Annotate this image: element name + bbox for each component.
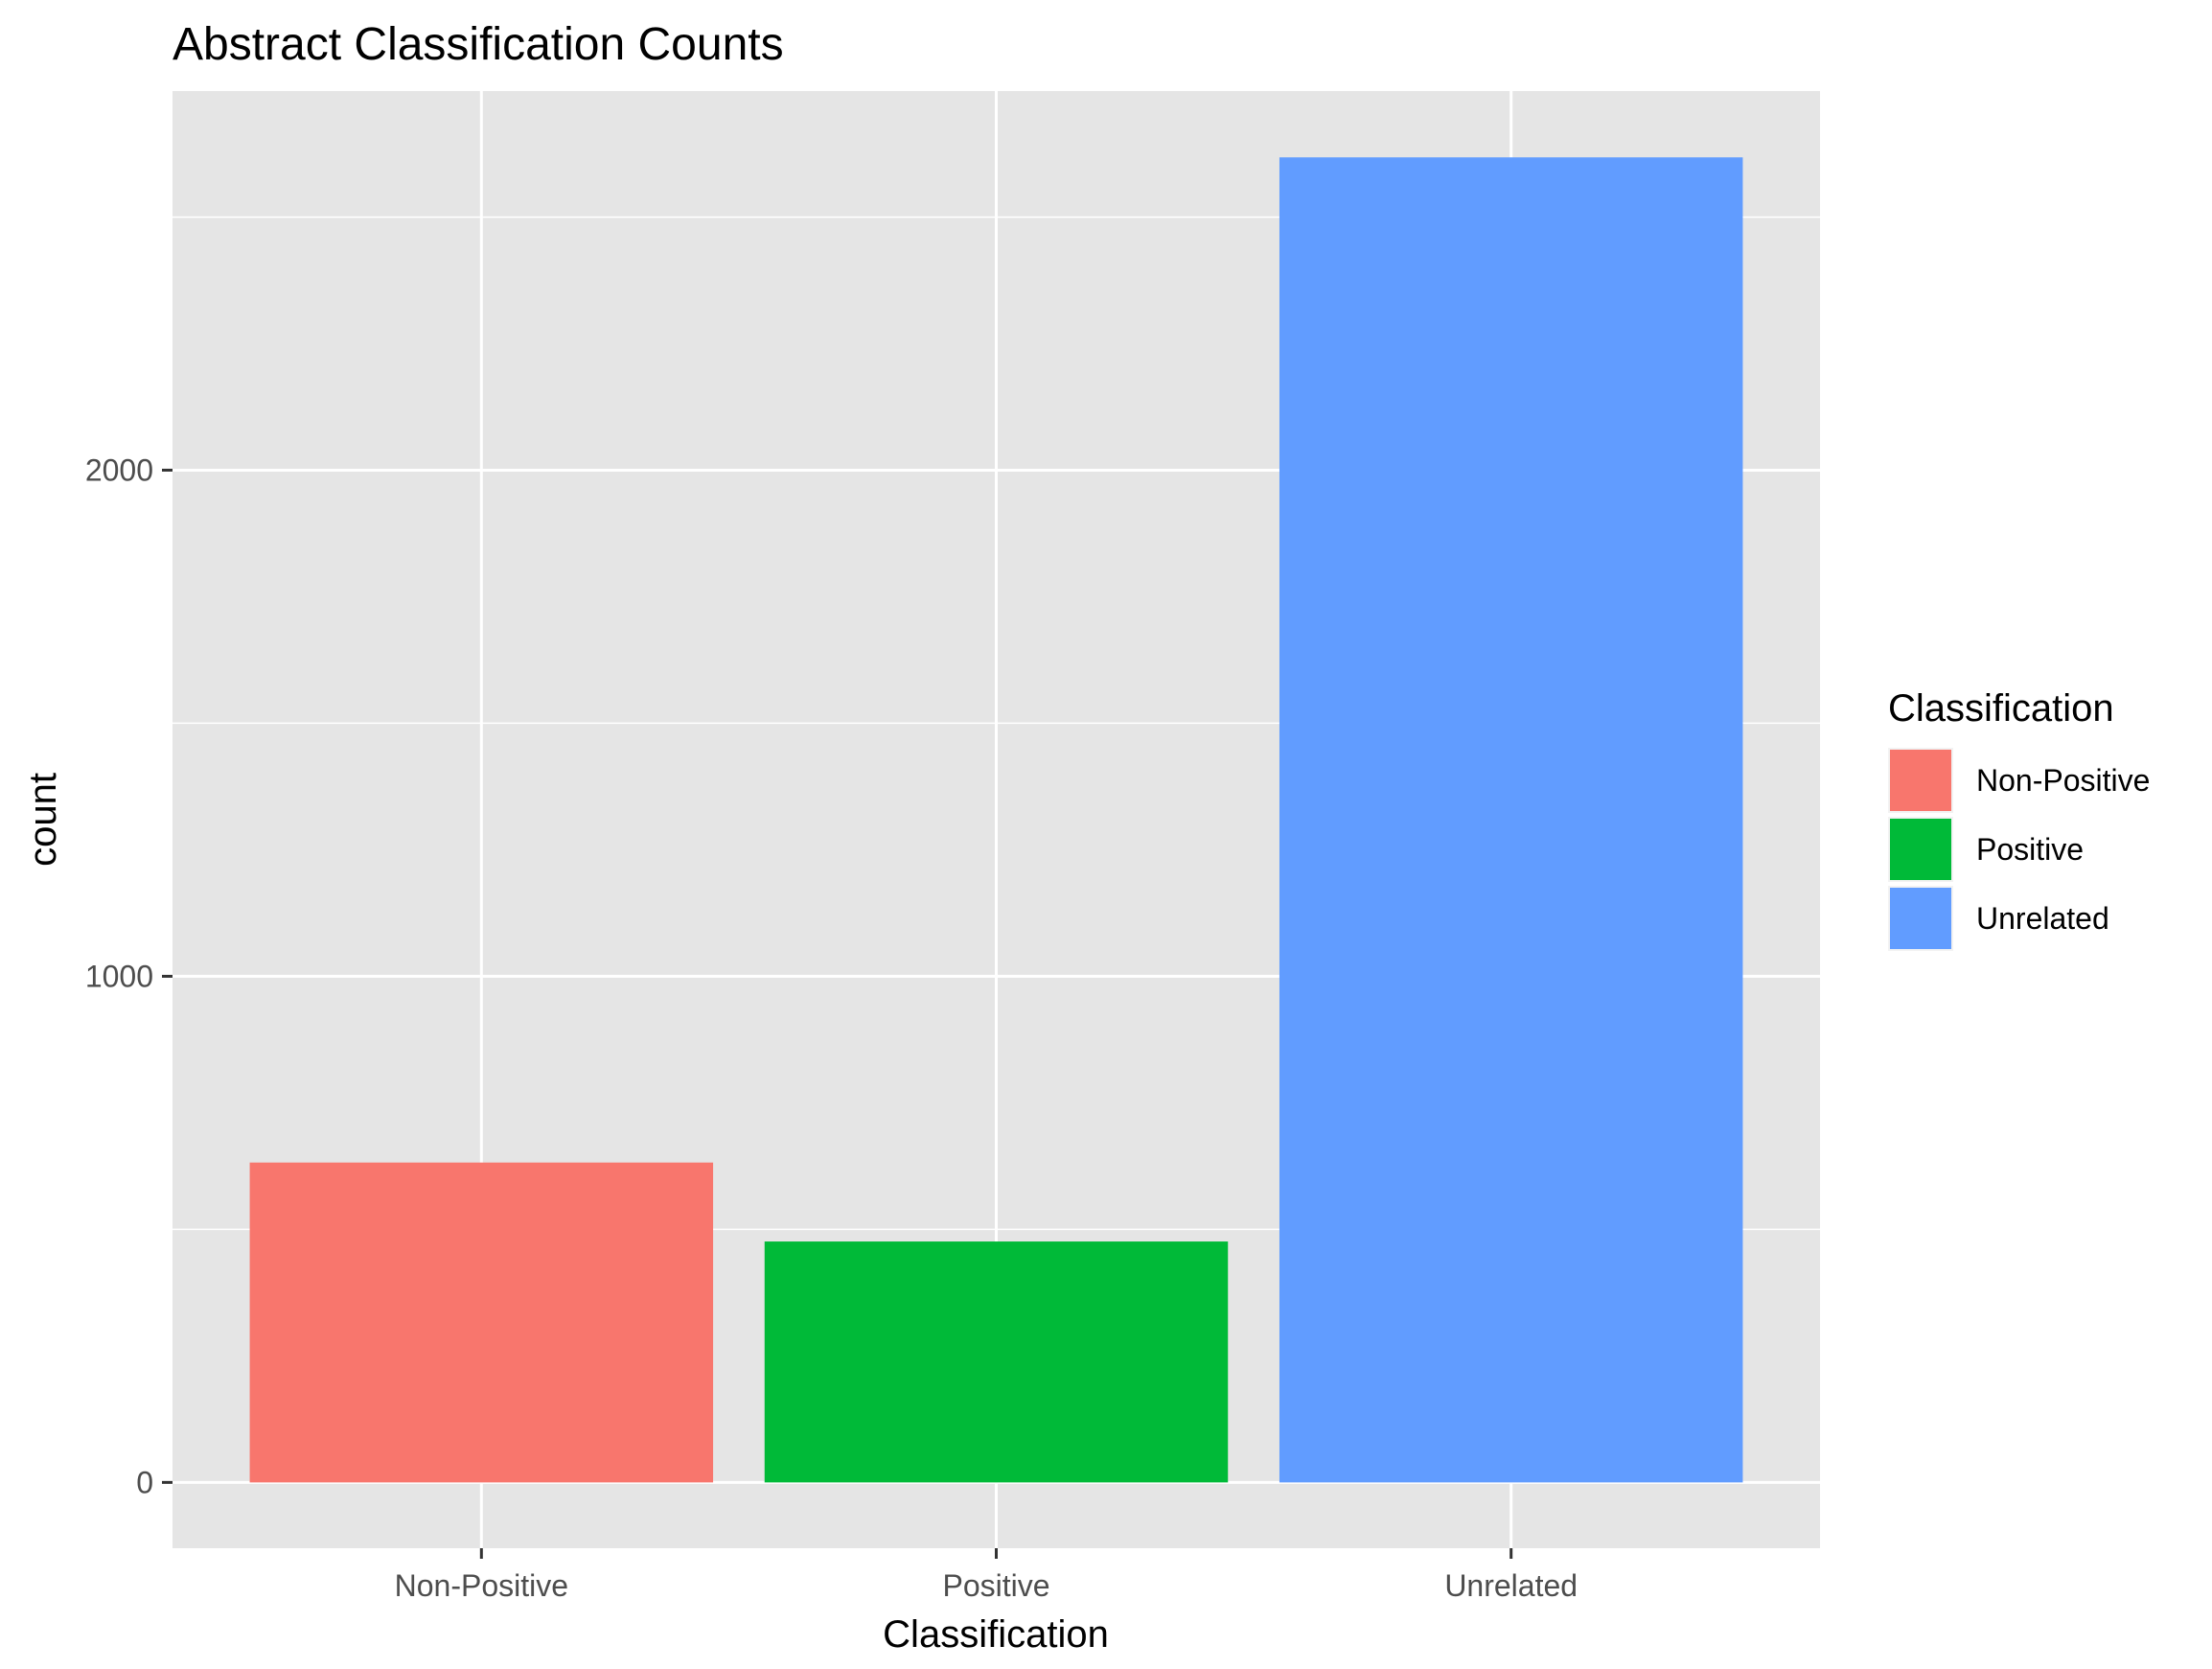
x-tick-label: Positive: [942, 1568, 1049, 1603]
chart-title: Abstract Classification Counts: [173, 19, 784, 70]
y-axis: 0 1000 2000: [85, 452, 173, 1499]
bars: [249, 157, 1743, 1483]
legend: Classification Non-Positive Positive Unrel…: [1888, 687, 2150, 951]
y-tick-label: 2000: [85, 452, 153, 487]
x-tick-label: Unrelated: [1444, 1568, 1578, 1603]
legend-swatch: [1890, 819, 1951, 880]
legend-title: Classification: [1888, 687, 2114, 730]
x-axis-title: Classification: [883, 1613, 1109, 1656]
x-tick-label: Non-Positive: [395, 1568, 568, 1603]
y-axis-title: count: [22, 773, 64, 867]
y-tick-label: 1000: [85, 959, 153, 993]
y-tick-label: 0: [136, 1465, 153, 1499]
legend-label: Unrelated: [1976, 901, 2109, 936]
bar-unrelated: [1279, 157, 1743, 1483]
legend-label: Non-Positive: [1976, 763, 2150, 798]
legend-swatch: [1890, 750, 1951, 811]
bar-non-positive: [249, 1162, 714, 1483]
bar-positive: [764, 1241, 1229, 1483]
legend-swatch: [1890, 888, 1951, 949]
x-axis: Non-Positive Positive Unrelated: [395, 1548, 1578, 1603]
legend-label: Positive: [1976, 832, 2084, 867]
